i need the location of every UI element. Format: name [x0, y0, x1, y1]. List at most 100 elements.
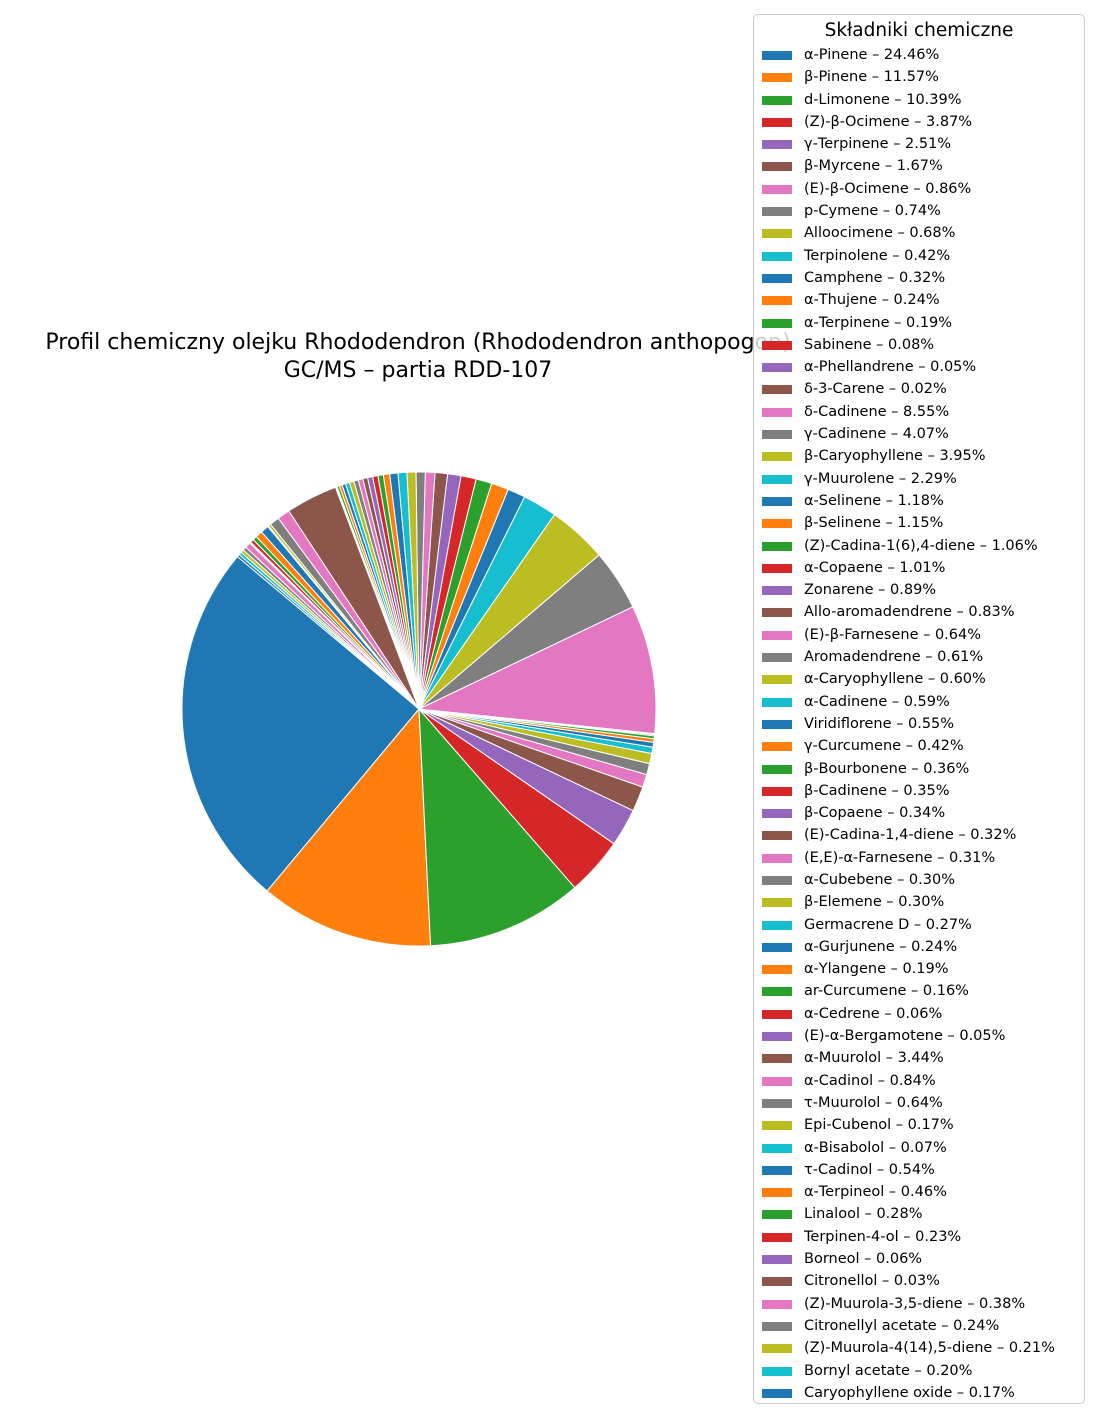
legend: Składniki chemiczne α-Pinene – 24.46% β-P… [753, 14, 1085, 1404]
legend-items: α-Pinene – 24.46% β-Pinene – 11.57% d-Limo… [754, 44, 1084, 1404]
legend-item: α-Copaene – 1.01% [754, 557, 1084, 579]
legend-label: α-Phellandrene – 0.05% [804, 359, 977, 376]
legend-item: Germacrene D – 0.27% [754, 914, 1084, 936]
legend-item: Allo-aromadendrene – 0.83% [754, 601, 1084, 623]
legend-swatch [762, 987, 792, 997]
legend-label: α-Cedrene – 0.06% [804, 1005, 943, 1022]
legend-swatch [762, 942, 792, 952]
legend-title: Składniki chemiczne [824, 20, 1014, 41]
legend-swatch [762, 1032, 792, 1042]
legend-item: α-Phellandrene – 0.05% [754, 356, 1084, 378]
legend-swatch [762, 1232, 792, 1242]
legend-swatch [762, 407, 792, 417]
legend-item: δ-Cadinene – 8.55% [754, 401, 1084, 423]
legend-label: Linalool – 0.28% [804, 1206, 923, 1223]
legend-label: (E)-Cadina-1,4-diene – 0.32% [804, 827, 1017, 844]
legend-label: α-Gurjunene – 0.24% [804, 938, 958, 955]
legend-swatch [762, 519, 792, 529]
legend-label: τ-Muurolol – 0.64% [804, 1094, 943, 1111]
legend-label: d-Limonene – 10.39% [804, 91, 962, 108]
pie-slice [418, 708, 576, 947]
legend-label: α-Muurolol – 3.44% [804, 1050, 944, 1067]
legend-swatch [762, 920, 792, 930]
legend-swatch [762, 1344, 792, 1354]
legend-item: β-Copaene – 0.34% [754, 802, 1084, 824]
legend-swatch [762, 1277, 792, 1287]
legend-swatch [762, 95, 792, 105]
legend-item: α-Cadinol – 0.84% [754, 1070, 1084, 1092]
legend-label: Germacrene D – 0.27% [804, 916, 972, 933]
legend-swatch [762, 73, 792, 83]
legend-item: (Z)-Muurola-3,5-diene – 0.38% [754, 1293, 1084, 1315]
legend-label: Camphene – 0.32% [804, 269, 946, 286]
legend-label: β-Caryophyllene – 3.95% [804, 448, 986, 465]
legend-item: p-Cymene – 0.74% [754, 200, 1084, 222]
legend-swatch [762, 586, 792, 596]
legend-label: Allo-aromadendrene – 0.83% [804, 604, 1015, 621]
legend-item: β-Myrcene – 1.67% [754, 155, 1084, 177]
legend-swatch [762, 207, 792, 217]
legend-swatch [762, 1121, 792, 1131]
legend-item: Aromadendrene – 0.61% [754, 646, 1084, 668]
legend-item: Epi-Cubenol – 0.17% [754, 1114, 1084, 1136]
legend-item: β-Bourbonene – 0.36% [754, 758, 1084, 780]
legend-label: α-Thujene – 0.24% [804, 292, 940, 309]
legend-item: Alloocimene – 0.68% [754, 222, 1084, 244]
legend-swatch [762, 1098, 792, 1108]
legend-label: (E)-β-Ocimene – 0.86% [804, 180, 972, 197]
legend-label: δ-Cadinene – 8.55% [804, 403, 950, 420]
legend-label: Viridiflorene – 0.55% [804, 715, 955, 732]
legend-swatch [762, 742, 792, 752]
legend-item: Citronellyl acetate – 0.24% [754, 1315, 1084, 1337]
legend-label: ar-Curcumene – 0.16% [804, 983, 969, 1000]
legend-swatch [762, 51, 792, 60]
legend-item: Viridiflorene – 0.55% [754, 713, 1084, 735]
legend-item: γ-Curcumene – 0.42% [754, 735, 1084, 757]
legend-swatch [762, 608, 792, 618]
legend-label: γ-Terpinene – 2.51% [804, 136, 952, 153]
legend-label: (Z)-Cadina-1(6),4-diene – 1.06% [804, 537, 1038, 554]
legend-label: α-Pinene – 24.46% [804, 47, 940, 63]
chart-title: Profil chemiczny olejku Rhododendron (Rh… [45, 330, 791, 355]
legend-item: β-Caryophyllene – 3.95% [754, 445, 1084, 467]
legend-swatch [762, 117, 792, 127]
legend-label: (Z)-Muurola-3,5-diene – 0.38% [804, 1295, 1026, 1312]
legend-item: α-Gurjunene – 0.24% [754, 936, 1084, 958]
legend-label: Zonarene – 0.89% [804, 582, 937, 599]
legend-item: γ-Muurolene – 2.29% [754, 468, 1084, 490]
legend-item: γ-Cadinene – 4.07% [754, 423, 1084, 445]
legend-item: β-Pinene – 11.57% [754, 66, 1084, 88]
legend-swatch [762, 162, 792, 172]
legend-label: Caryophyllene oxide – 0.17% [804, 1384, 1015, 1401]
legend-swatch [762, 340, 792, 350]
legend-swatch [762, 296, 792, 306]
legend-item: α-Cadinene – 0.59% [754, 691, 1084, 713]
legend-label: (Z)-Muurola-4(14),5-diene – 0.21% [804, 1340, 1055, 1357]
pie-slice [418, 606, 657, 735]
legend-item: τ-Cadinol – 0.54% [754, 1159, 1084, 1181]
legend-label: Citronellyl acetate – 0.24% [804, 1317, 1000, 1334]
legend-item: ar-Curcumene – 0.16% [754, 980, 1084, 1002]
legend-label: Epi-Cubenol – 0.17% [804, 1117, 954, 1134]
legend-swatch [762, 229, 792, 239]
legend-item: (Z)-β-Ocimene – 3.87% [754, 111, 1084, 133]
legend-item: α-Cubebene – 0.30% [754, 869, 1084, 891]
legend-label: α-Copaene – 1.01% [804, 559, 946, 576]
legend-swatch [762, 1299, 792, 1309]
legend-item: α-Selinene – 1.18% [754, 490, 1084, 512]
legend-item: Terpinen-4-ol – 0.23% [754, 1226, 1084, 1248]
legend-swatch [762, 1321, 792, 1331]
legend-label: Aromadendrene – 0.61% [804, 649, 984, 666]
legend-item: α-Cedrene – 0.06% [754, 1003, 1084, 1025]
legend-swatch [762, 474, 792, 484]
legend-item: β-Elemene – 0.30% [754, 891, 1084, 913]
legend-item: β-Selinene – 1.15% [754, 512, 1084, 534]
legend-label: β-Selinene – 1.15% [804, 515, 944, 532]
legend-item: Bornyl acetate – 0.20% [754, 1360, 1084, 1382]
legend-item: α-Pinene – 24.46% [754, 44, 1084, 66]
legend-swatch [762, 430, 792, 440]
legend-label: β-Copaene – 0.34% [804, 805, 946, 822]
legend-label: (E)-β-Farnesene – 0.64% [804, 626, 982, 643]
legend-label: Terpinen-4-ol – 0.23% [804, 1228, 962, 1245]
